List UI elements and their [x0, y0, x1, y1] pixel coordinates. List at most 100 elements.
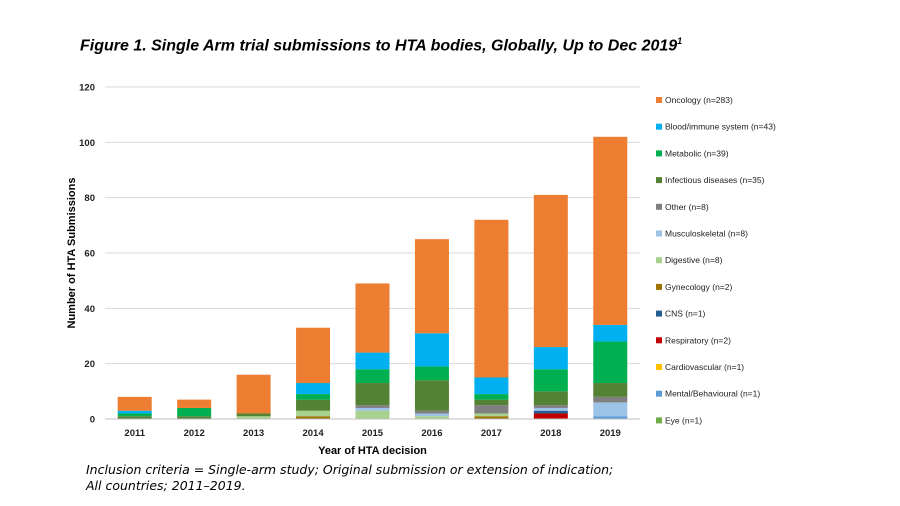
- x-tick-label: 2016: [421, 428, 442, 439]
- x-tick-label: 2012: [184, 428, 205, 439]
- x-tick-label: 2013: [243, 428, 264, 439]
- legend-swatch: [656, 230, 662, 237]
- y-tick-label: 0: [90, 415, 95, 426]
- bar-segment: [414, 380, 449, 411]
- x-axis-label: Year of HTA decision: [318, 445, 427, 457]
- x-tick-label: 2017: [481, 428, 502, 439]
- legend-label: Oncology (n=283): [665, 95, 733, 105]
- bar-segment: [177, 416, 212, 419]
- bar-segment: [474, 405, 509, 414]
- bar-segment: [593, 341, 628, 384]
- bar-segment: [474, 219, 509, 378]
- bar-segment: [236, 416, 271, 419]
- bars: [117, 136, 628, 419]
- legend-swatch: [656, 123, 662, 130]
- bar-segment: [474, 413, 509, 417]
- bar-segment: [296, 394, 331, 400]
- bar-segment: [474, 394, 509, 400]
- x-tick-label: 2014: [302, 428, 324, 439]
- footnote-line-2: All countries; 2011–2019.: [86, 478, 246, 493]
- bar-segment: [593, 402, 628, 417]
- bar-segment: [117, 410, 152, 414]
- figure-title-footnote-marker: 1: [677, 36, 683, 46]
- bar-segment: [414, 333, 449, 367]
- bar-segment: [474, 416, 509, 419]
- bar-segment: [296, 399, 331, 411]
- legend-label: Gynecology (n=2): [665, 282, 732, 292]
- legend-label: Blood/immune system (n=43): [665, 122, 776, 132]
- legend-label: Other (n=8): [665, 202, 709, 212]
- bar-segment: [355, 410, 390, 419]
- legend-label: CNS (n=1): [665, 309, 706, 319]
- legend: Oncology (n=283) Blood/immune system (n=4…: [656, 95, 776, 425]
- y-axis-ticks: 0 20 40 60 80 100 120: [79, 83, 95, 426]
- legend-label: Respiratory (n=2): [665, 335, 731, 345]
- x-tick-label: 2011: [124, 428, 145, 439]
- legend-label: Musculoskeletal (n=8): [665, 229, 748, 239]
- bar-segment: [533, 369, 568, 392]
- bar-segment: [296, 383, 331, 395]
- bar-segment: [414, 366, 449, 381]
- y-tick-label: 40: [84, 304, 95, 315]
- footnote-line-1: Inclusion criteria = Single-arm study; O…: [86, 462, 614, 477]
- y-axis-label: Number of HTA Submissions: [66, 178, 78, 329]
- figure-title: Figure 1. Single Arm trial submissions t…: [80, 36, 682, 55]
- bar-segment: [474, 377, 509, 395]
- legend-swatch: [656, 257, 662, 264]
- legend-swatch: [656, 150, 662, 157]
- bar-segment: [355, 405, 390, 408]
- bar-segment: [117, 413, 152, 417]
- x-tick-label: 2015: [362, 428, 384, 439]
- legend-swatch: [656, 97, 662, 103]
- legend-swatch: [656, 177, 662, 184]
- bar-segment: [593, 416, 628, 419]
- bar-segment: [533, 407, 568, 411]
- bar-segment: [593, 396, 628, 403]
- bar-segment: [414, 239, 449, 334]
- y-tick-label: 80: [84, 193, 95, 204]
- y-tick-label: 120: [79, 83, 95, 94]
- legend-label: Metabolic (n=39): [665, 148, 729, 158]
- figure-title-text: Figure 1. Single Arm trial submissions t…: [80, 37, 678, 55]
- legend-swatch: [656, 390, 662, 397]
- bar-segment: [414, 410, 449, 414]
- bar-segment: [355, 383, 390, 406]
- legend-swatch: [656, 203, 662, 210]
- bar-segment: [296, 416, 331, 419]
- bar-segment: [414, 416, 449, 419]
- y-tick-label: 60: [84, 249, 95, 260]
- bar-segment: [296, 327, 331, 384]
- bar-segment: [533, 391, 568, 406]
- bar-segment: [533, 347, 568, 370]
- bar-segment: [593, 136, 628, 325]
- bar-segment: [355, 283, 390, 353]
- x-tick-label: 2018: [540, 428, 561, 439]
- legend-swatch: [656, 283, 662, 290]
- bar-segment: [296, 410, 331, 417]
- bar-segment: [117, 396, 152, 411]
- legend-label: Eye (n=1): [665, 415, 702, 425]
- legend-swatch: [656, 364, 662, 370]
- bar-segment: [533, 194, 568, 348]
- x-tick-label: 2019: [600, 428, 621, 439]
- bar-segment: [236, 374, 271, 414]
- bar-segment: [533, 413, 568, 419]
- legend-label: Cardiovascular (n=1): [665, 362, 744, 372]
- bar-segment: [533, 405, 568, 408]
- bar-segment: [593, 383, 628, 397]
- legend-swatch: [656, 337, 662, 344]
- legend-label: Mental/Behavioural (n=1): [665, 389, 760, 399]
- bar-segment: [355, 407, 390, 411]
- legend-label: Infectious diseases (n=35): [665, 175, 765, 185]
- bar-segment: [474, 399, 509, 406]
- bar-segment: [117, 416, 152, 419]
- bar-segment: [355, 369, 390, 384]
- bar-segment: [533, 410, 568, 414]
- y-tick-label: 20: [84, 359, 95, 370]
- legend-swatch: [656, 417, 662, 424]
- legend-swatch: [656, 310, 662, 317]
- bar-segment: [177, 407, 212, 417]
- bar-segment: [355, 352, 390, 370]
- bar-segment: [414, 413, 449, 417]
